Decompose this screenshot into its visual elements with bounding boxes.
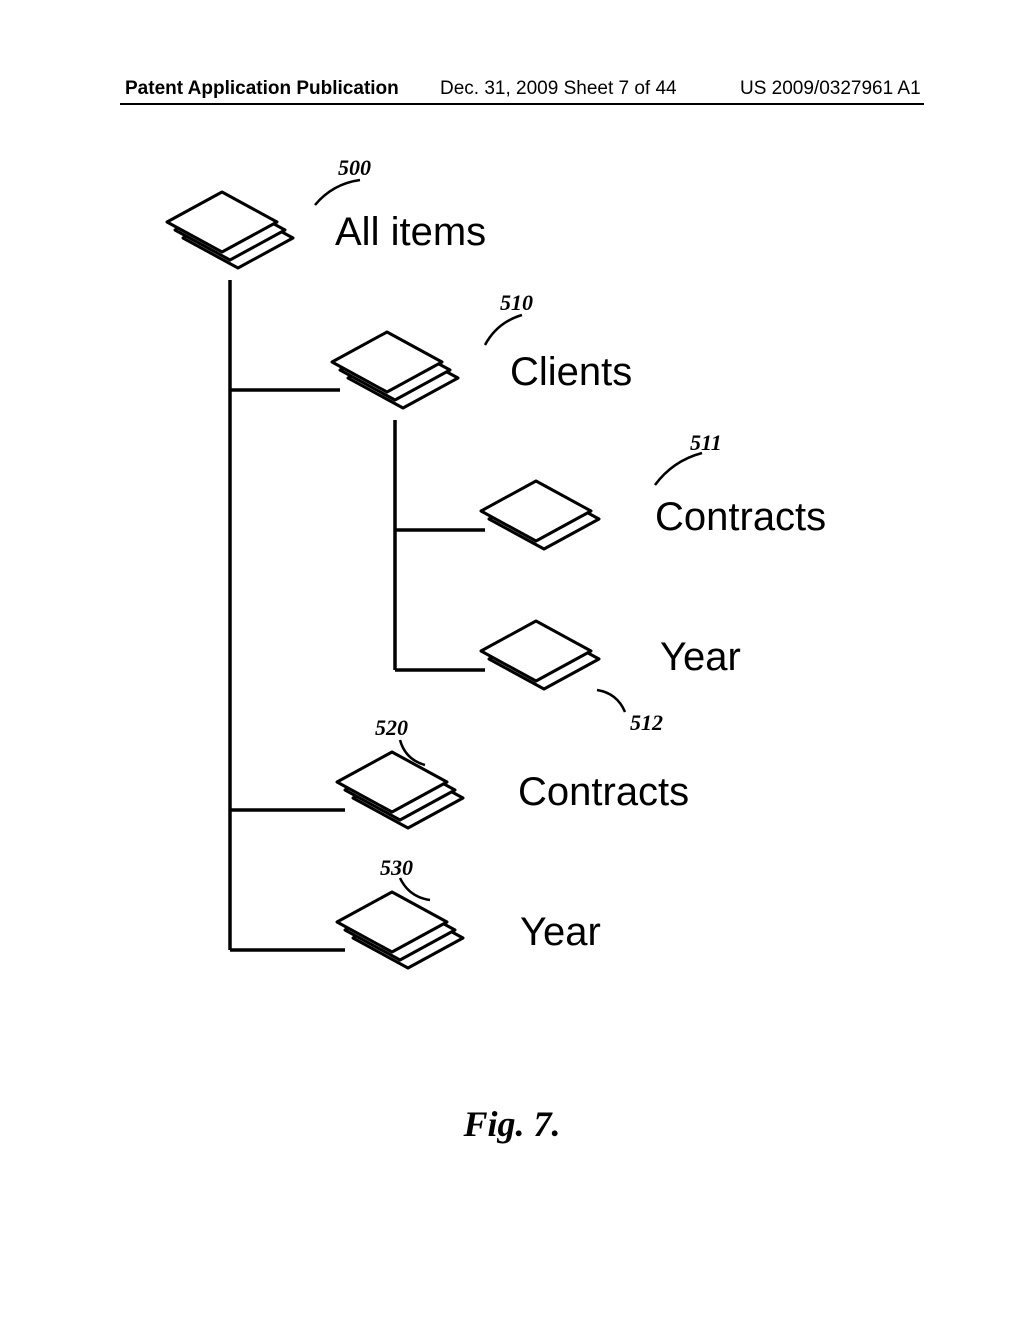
- stack-icon: [320, 320, 470, 420]
- node-label-year-512: Year: [660, 635, 741, 680]
- node-label-contracts-511: Contracts: [655, 495, 826, 540]
- node-label-year-530: Year: [520, 910, 601, 955]
- stack-icon: [469, 609, 611, 701]
- stack-icon: [325, 880, 475, 980]
- ref-500: 500: [338, 155, 371, 181]
- stack-icon: [325, 740, 475, 840]
- ref-510: 510: [500, 290, 533, 316]
- node-label-clients: Clients: [510, 350, 632, 395]
- node-label-all-items: All items: [335, 210, 486, 255]
- stack-icon: [469, 469, 611, 561]
- header-middle: Dec. 31, 2009 Sheet 7 of 44: [440, 78, 677, 100]
- tree-diagram: All items 500 Clients 510 Contracts 511 Year 51…: [0, 150, 1024, 1050]
- header-right: US 2009/0327961 A1: [740, 78, 921, 100]
- header-left: Patent Application Publication: [125, 78, 399, 100]
- tree-connectors: [0, 150, 1024, 1050]
- ref-530: 530: [380, 855, 413, 881]
- ref-511: 511: [690, 430, 722, 456]
- ref-512: 512: [630, 710, 663, 736]
- page: Patent Application Publication Dec. 31, …: [0, 0, 1024, 1320]
- ref-520: 520: [375, 715, 408, 741]
- node-label-contracts-520: Contracts: [518, 770, 689, 815]
- stack-icon: [155, 180, 305, 280]
- header-rule: [120, 103, 924, 105]
- figure-caption: Fig. 7.: [0, 1103, 1024, 1145]
